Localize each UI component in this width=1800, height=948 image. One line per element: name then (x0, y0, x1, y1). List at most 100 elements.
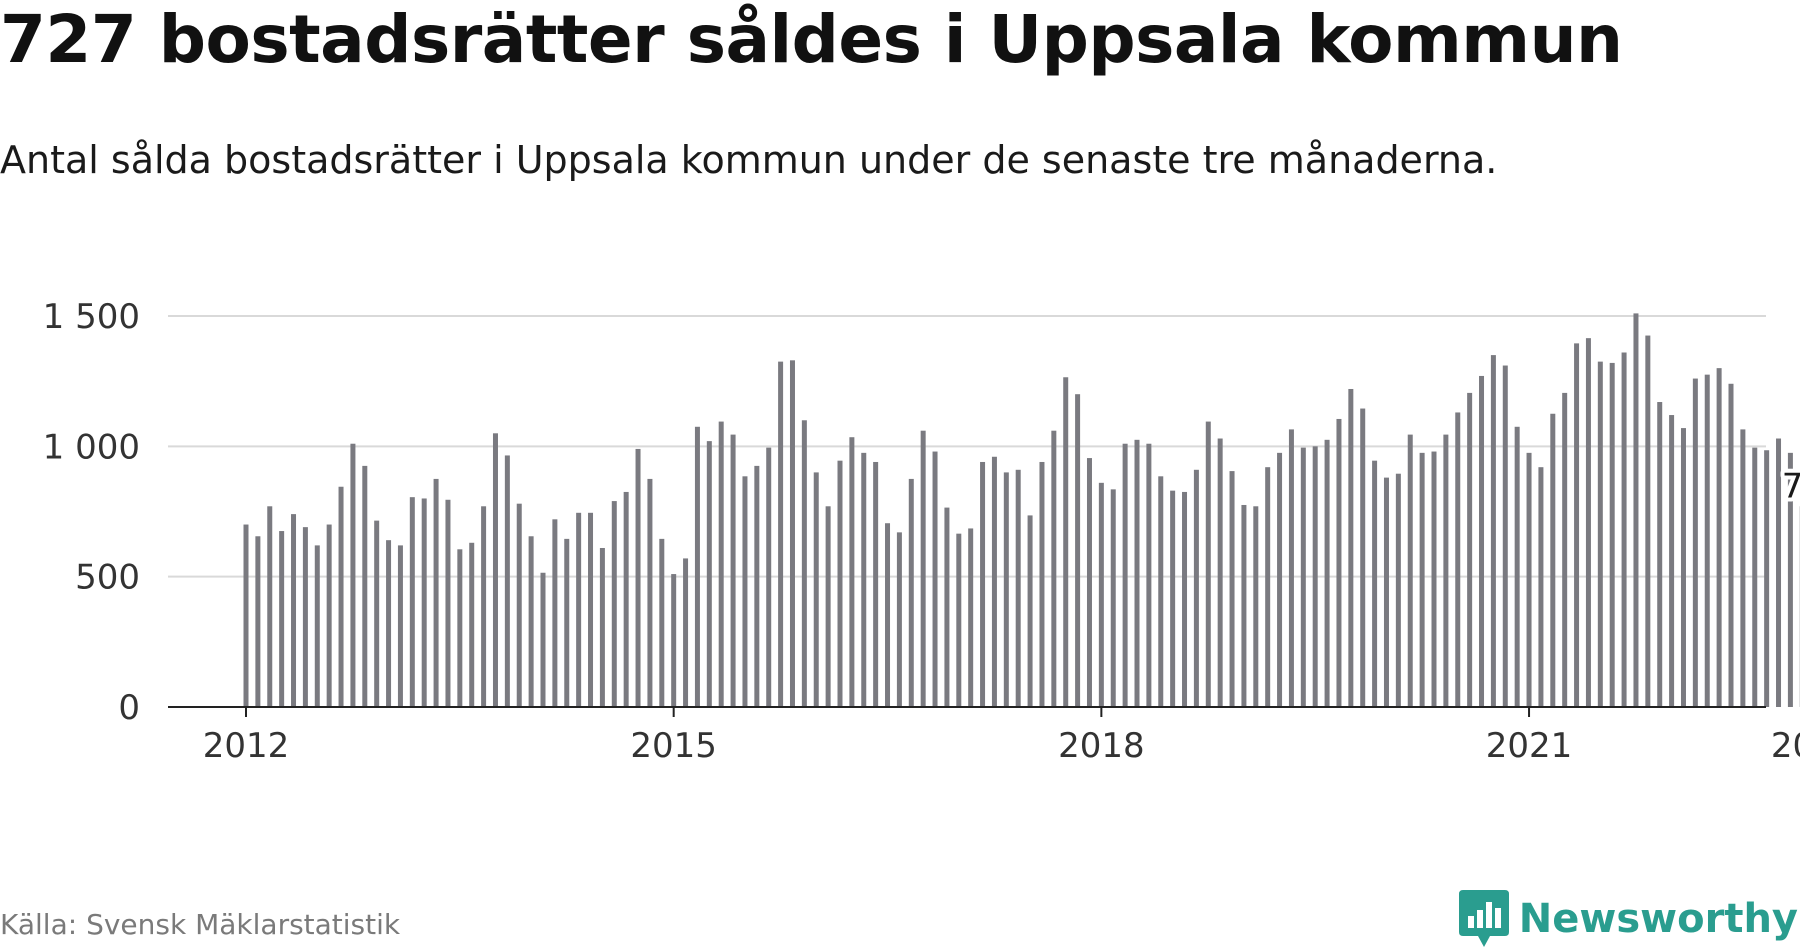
bar (1253, 506, 1259, 707)
bar (1657, 402, 1663, 707)
bar (801, 420, 807, 707)
bar (1704, 374, 1710, 707)
bar (1265, 467, 1271, 707)
bar (576, 512, 582, 707)
bar (1692, 378, 1698, 707)
bar (492, 433, 498, 707)
bar (623, 491, 629, 707)
bar (302, 527, 308, 707)
bar (1669, 415, 1675, 707)
y-tick-label: 0 (118, 688, 140, 728)
bar (683, 558, 689, 707)
newsworthy-logo-icon (1458, 890, 1509, 947)
bar (1182, 491, 1188, 707)
bar (374, 520, 380, 707)
y-tick-label: 500 (75, 558, 140, 598)
bar (861, 452, 867, 707)
bar (1645, 335, 1651, 707)
bar (1110, 489, 1116, 707)
bar (1098, 482, 1104, 707)
bar (1063, 377, 1069, 707)
y-tick-label: 1 000 (43, 427, 140, 467)
bar (409, 497, 415, 707)
bar (742, 476, 748, 707)
bar (694, 426, 700, 707)
bar (1752, 447, 1758, 707)
bar (540, 572, 546, 707)
bar (991, 456, 997, 707)
bar (789, 360, 795, 707)
bar (1241, 504, 1247, 707)
bar (1312, 446, 1318, 707)
bar (1348, 388, 1354, 707)
bar (1609, 362, 1615, 707)
bar (813, 472, 819, 707)
bar (1467, 392, 1473, 707)
chart-title: 727 bostadsrätter såldes i Uppsala kommu… (0, 1, 1623, 78)
bar (457, 549, 463, 707)
bar (611, 501, 617, 707)
bar (1336, 418, 1342, 707)
bar (1490, 355, 1496, 707)
bar (837, 460, 843, 707)
bar (1193, 469, 1199, 707)
bar (1526, 452, 1532, 707)
bar (635, 448, 641, 707)
bar (1740, 429, 1746, 707)
bar (1514, 426, 1520, 707)
bar (504, 455, 510, 707)
bar (718, 421, 724, 707)
bar (599, 547, 605, 707)
brand-name: Newsworthy (1518, 896, 1798, 942)
bar (1205, 421, 1211, 707)
bar (1027, 515, 1033, 707)
y-tick-label: 1 500 (43, 297, 140, 337)
bar (1372, 460, 1378, 707)
bar (1360, 408, 1366, 707)
bar (516, 503, 522, 707)
bar (1122, 443, 1128, 707)
bar (1300, 447, 1306, 707)
bar (1015, 469, 1021, 707)
bar (386, 540, 392, 707)
x-tick-label: 2015 (630, 726, 717, 766)
bar (1039, 461, 1045, 707)
bar (1550, 413, 1556, 707)
bar (1146, 443, 1152, 707)
highlight-value-label: 727 (1782, 466, 1800, 506)
bar (1562, 392, 1568, 707)
bar (1479, 375, 1485, 707)
bar (766, 447, 772, 707)
x-tick-label: 2012 (203, 726, 290, 766)
bar (671, 574, 677, 707)
bar (445, 499, 451, 707)
bar (1728, 383, 1734, 707)
bar (1764, 450, 1770, 707)
bar (1419, 452, 1425, 707)
bar (421, 498, 427, 707)
x-tick-label: 2021 (1486, 726, 1573, 766)
bar (314, 545, 320, 707)
bar (279, 531, 285, 707)
bar (968, 528, 974, 707)
bar (706, 441, 712, 707)
bar (1051, 430, 1057, 707)
bar (944, 507, 950, 707)
source-note: Källa: Svensk Mäklarstatistik (0, 908, 401, 941)
bar (730, 434, 736, 707)
bar (1217, 438, 1223, 707)
bar (920, 430, 926, 707)
bar (1170, 490, 1176, 707)
bar (1716, 368, 1722, 707)
bar (980, 461, 986, 707)
bar (885, 523, 891, 707)
bar (1633, 313, 1639, 707)
bar (338, 486, 344, 707)
bar (588, 512, 594, 707)
x-tick-label: 2023 (1771, 726, 1800, 766)
bar (1621, 352, 1627, 707)
x-tick-label: 2018 (1058, 726, 1145, 766)
bar (1431, 451, 1437, 707)
bar (1680, 428, 1686, 707)
bar (1158, 476, 1164, 707)
